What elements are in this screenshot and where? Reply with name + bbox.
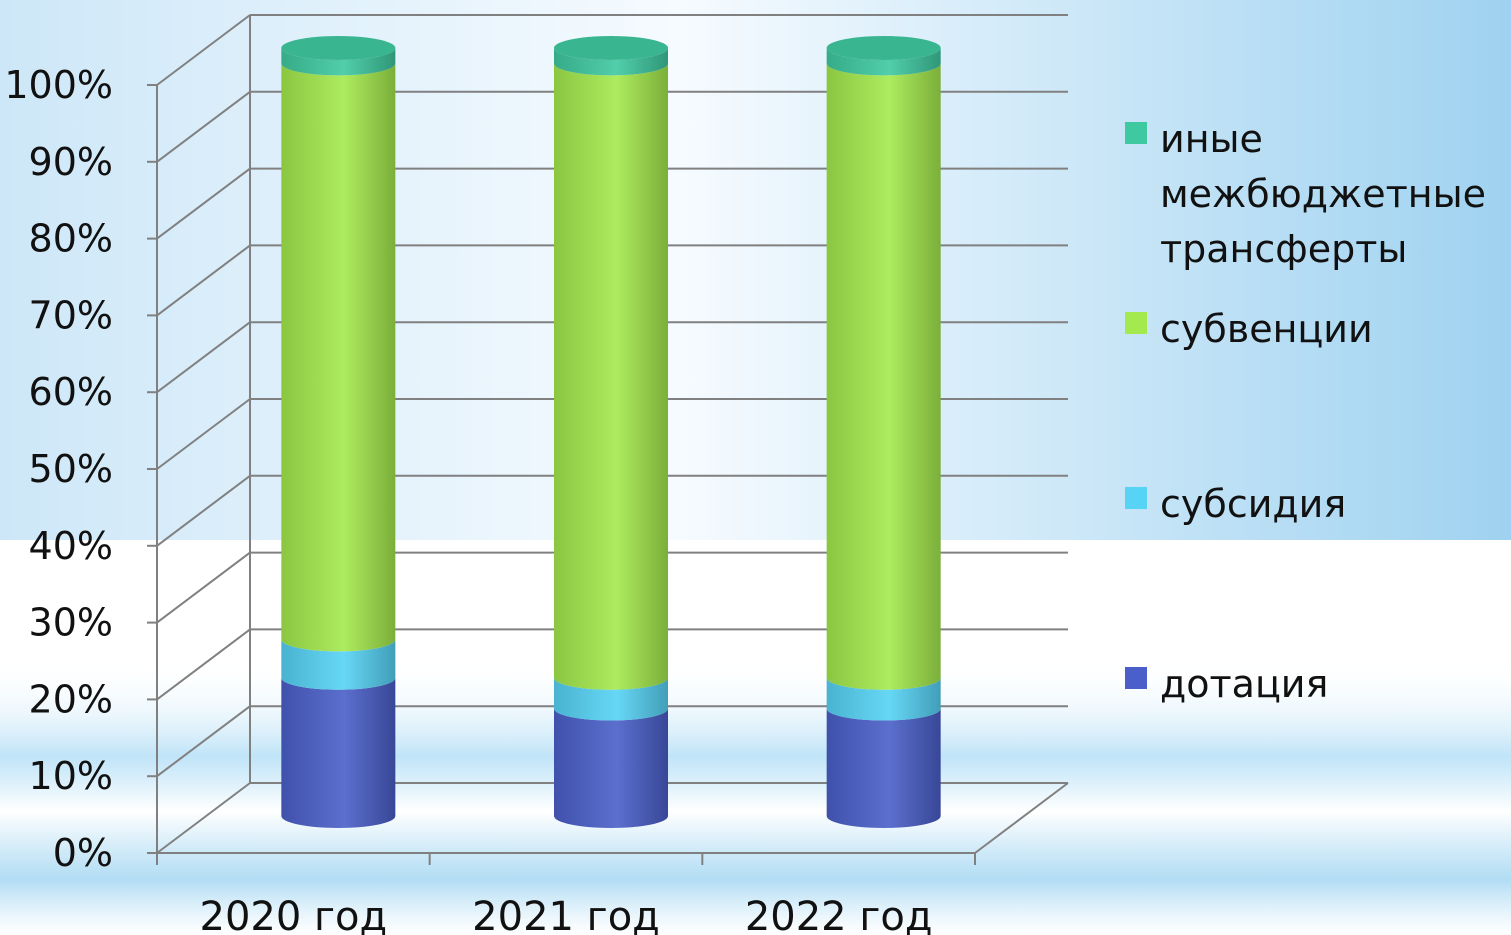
background-top (0, 0, 1511, 540)
grid-diagonal (156, 398, 251, 470)
bar-top-cap (281, 36, 396, 60)
legend: иные межбюджетные трансферты субвенции субси… (1125, 117, 1486, 706)
y-tick-label: 20% (29, 677, 113, 721)
x-tick-label: 2021 год (472, 894, 660, 935)
bar-segment (826, 63, 941, 690)
legend-item: иные межбюджетные трансферты (1125, 117, 1486, 271)
legend-item: субвенции (1125, 307, 1373, 351)
bar-stack (554, 36, 668, 828)
y-tick-label: 80% (29, 217, 113, 261)
y-tick-label: 90% (29, 140, 113, 184)
bar-segment (281, 48, 396, 76)
legend-swatch (1125, 122, 1147, 144)
bar-stack (826, 36, 941, 828)
bar-stack (281, 36, 396, 828)
y-tick-label: 0% (53, 831, 113, 875)
bars (281, 36, 941, 828)
x-tick-label: 2022 год (745, 894, 933, 935)
bar-segment (554, 48, 668, 76)
grid-diagonal (156, 321, 251, 393)
grid-diagonal (156, 14, 251, 86)
legend-label: дотация (1160, 662, 1328, 706)
bar-segment (554, 677, 668, 721)
grid-diagonal (156, 782, 251, 854)
y-axis: 0% 10% 20% 30% 40% 50% 60% 70% 80% 90% 100% (4, 63, 158, 875)
bar-segment (826, 48, 941, 76)
grid-diagonal (156, 91, 251, 163)
x-tick-label: 2020 год (200, 894, 388, 935)
y-tick-label: 40% (29, 524, 113, 568)
legend-swatch (1125, 312, 1147, 334)
bar-segment (826, 708, 941, 828)
grid-diagonal (156, 628, 251, 701)
legend-label: иные (1160, 117, 1263, 161)
floor-right-edge (974, 782, 1069, 854)
grid-diagonal (156, 167, 251, 240)
bar-top-cap (554, 36, 668, 60)
grid-diagonal (156, 244, 251, 317)
grid-diagonal (156, 551, 251, 624)
grid-diagonal (156, 705, 251, 777)
legend-label: субвенции (1160, 307, 1373, 351)
bar-segment (554, 708, 668, 828)
grid-diagonal (156, 475, 251, 547)
legend-label: трансферты (1160, 227, 1407, 271)
y-tick-label: 30% (29, 601, 113, 645)
y-tick-label: 70% (29, 293, 113, 337)
bar-segment (281, 677, 396, 828)
bar-segment (554, 63, 668, 690)
y-tick-label: 50% (29, 447, 113, 491)
legend-label: межбюджетные (1160, 172, 1486, 216)
bar-top-cap (826, 36, 941, 60)
legend-item: субсидия (1125, 482, 1346, 526)
bar-segment (281, 639, 396, 690)
bar-segment (281, 63, 396, 652)
y-tick-label: 60% (29, 370, 113, 414)
x-axis: 2020 год 2021 год 2022 год (156, 853, 976, 935)
y-tick-label: 100% (4, 63, 113, 107)
y-tick-label: 10% (29, 754, 113, 798)
bar-segment (826, 677, 941, 721)
legend-label: субсидия (1160, 482, 1346, 526)
legend-swatch (1125, 667, 1147, 689)
legend-swatch (1125, 487, 1147, 509)
legend-item: дотация (1125, 662, 1328, 706)
